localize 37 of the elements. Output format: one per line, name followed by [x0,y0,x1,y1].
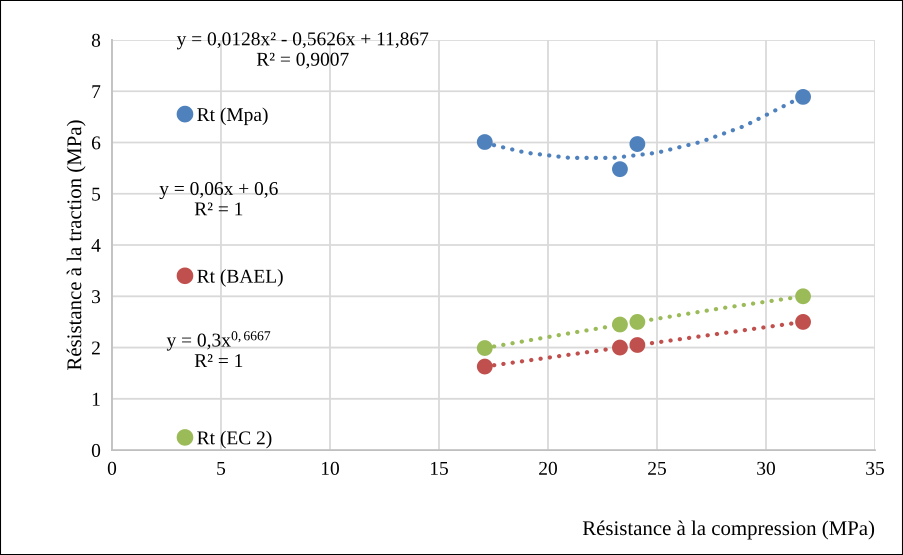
point [629,337,646,353]
x-tick-label: 5 [217,462,226,475]
point [795,288,811,304]
legend-label: Rt (EC 2) [197,430,272,448]
y-tick-label: 3 [92,290,100,304]
x-tick-label: 0 [108,462,116,475]
point [476,340,493,356]
x-axis-title: Résistance à la compression (MPa) [582,520,874,540]
annotation: y = 0,0128x² - 0,5626x + 11,867 R² = 0,9007 [176,32,428,69]
point [795,314,811,330]
annotation: y = 0,3x$^{0,6667}$ R² = 1 [166,331,270,367]
point [476,134,493,150]
y-tick-label: 6 [92,136,100,150]
legend-label: Rt (BAEL) [197,269,283,287]
y-tick-label: 1 [92,392,100,406]
y-tick-label: 5 [92,188,100,201]
legend-label: Rt (Mpa) [197,107,268,126]
point [795,88,811,105]
point [612,161,628,178]
x-tick-label: 10 [322,462,339,475]
point [629,314,646,330]
point [612,316,628,332]
point [629,136,646,152]
x-tick-label: 20 [539,462,557,475]
x-tick-label: 15 [430,462,448,475]
y-tick-label: 4 [92,238,101,252]
y-axis-title: Résistance à la traction (MPa) [66,120,86,370]
y-tick-label: 0 [92,444,100,458]
y-tick-label: 7 [92,85,100,98]
y-tick-label: 2 [92,341,100,354]
annotation: y = 0,06x + 0,6 R² = 1 [159,182,278,216]
x-tick-label: 25 [648,462,666,475]
x-tick-label: 35 [866,462,884,475]
x-tick-label: 30 [757,462,775,475]
y-tick-label: 8 [92,34,100,47]
point [476,358,493,374]
point [612,340,628,356]
